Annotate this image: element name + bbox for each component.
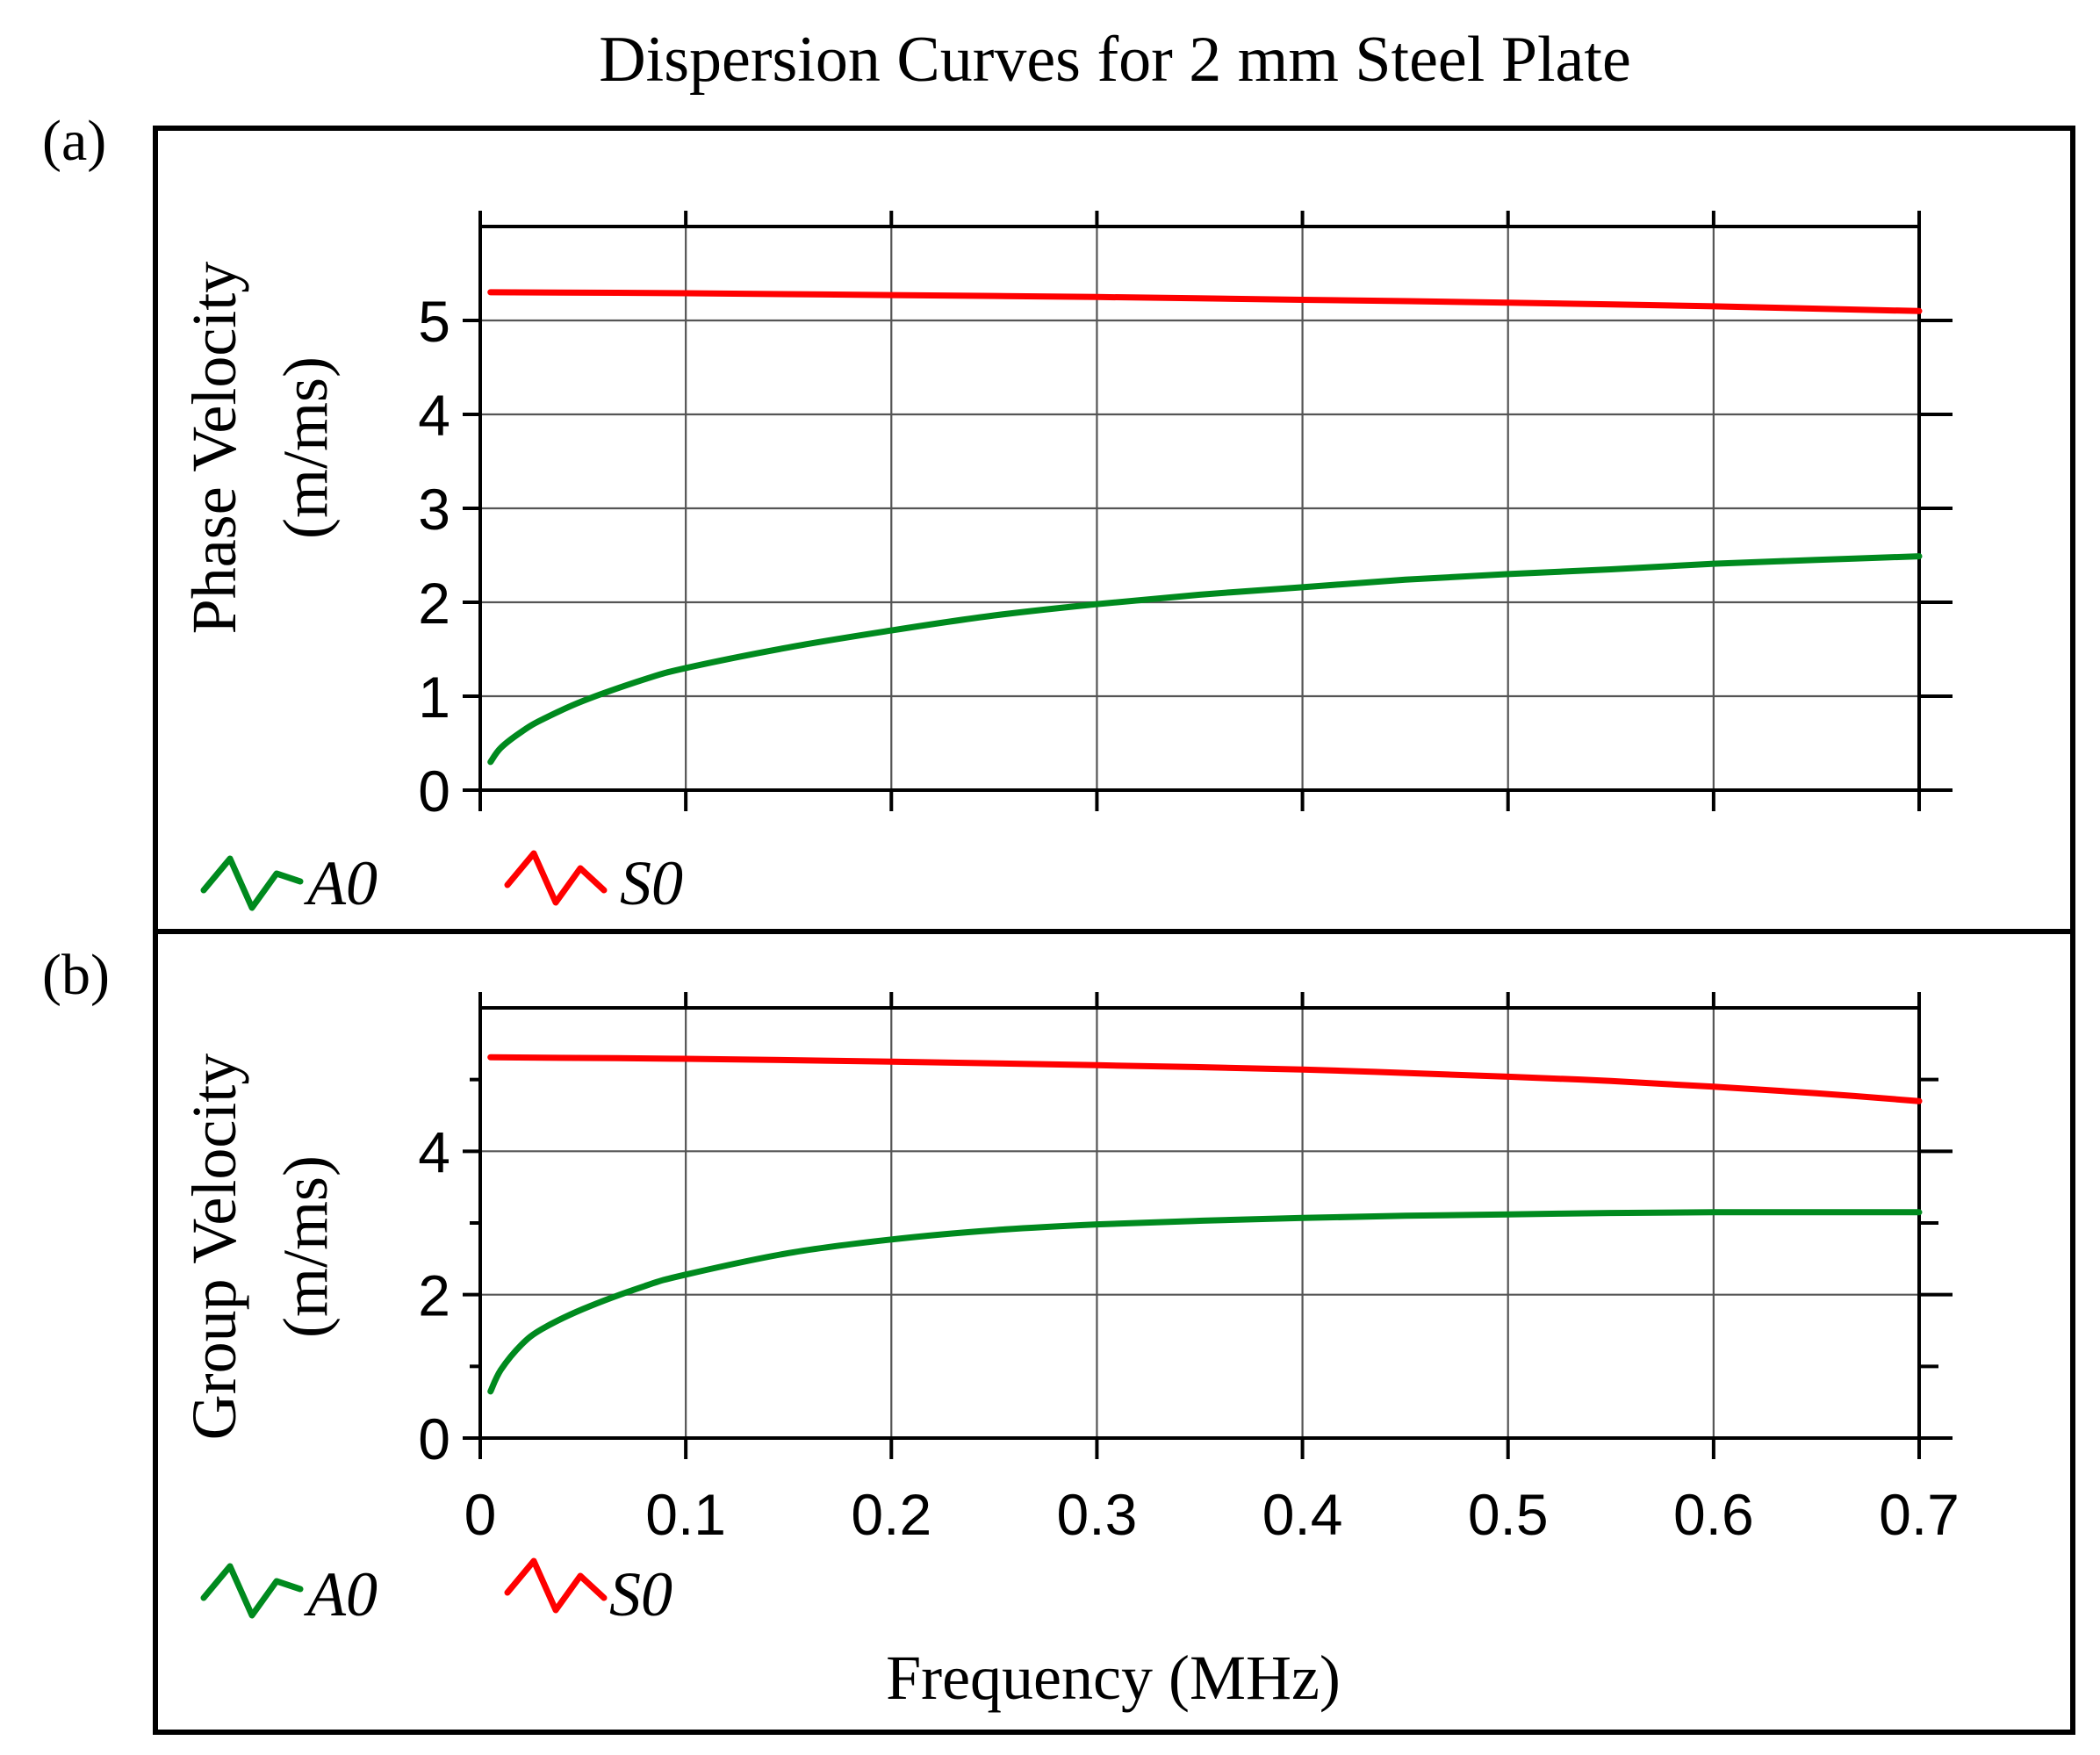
panel-b-legend-a0-label: A0 — [304, 1559, 378, 1629]
panel-a-series-a0 — [487, 553, 1923, 766]
panel-b-ylabel-line2: (m/ms) — [270, 1155, 341, 1338]
panel-a-phase-velocity: (a) 0 1 2 3 4 5 Phase Velocity (m/ms) A0 S0 — [42, 109, 2075, 934]
x-axis-title: Frequency (MHz) — [886, 1643, 1341, 1713]
panel-b-series-a0 — [487, 1209, 1923, 1395]
panel-b-ylabel-line1: Group Velocity — [179, 1054, 249, 1441]
panel-b-xtick-label-4: 0.4 — [1262, 1482, 1343, 1547]
figure-title: Dispersion Curves for 2 mm Steel Plate — [599, 24, 1631, 96]
panel-a-label: (a) — [42, 109, 106, 173]
panel-b-xtick-label-2: 0.2 — [851, 1482, 931, 1547]
panel-b-xtick-label-5: 0.5 — [1468, 1482, 1549, 1547]
panel-b-plot-area: 0 0.1 0.2 0.3 0.4 0.5 0.6 0.7 0 2 4 — [418, 992, 1960, 1547]
panel-b-xtick-label-0: 0 — [464, 1482, 497, 1547]
panel-a-plot-area: 0 1 2 3 4 5 — [418, 211, 1953, 824]
panel-a-plot-frame — [478, 225, 1921, 792]
panel-a-ytick-label-0: 0 — [418, 759, 450, 824]
panel-b-label: (b) — [42, 943, 110, 1007]
panel-a-ylabel-line2: (m/ms) — [270, 356, 341, 539]
panel-a-series-s0 — [487, 289, 1923, 314]
panel-a-ytick-label-4: 4 — [418, 383, 450, 448]
panel-b-xtick-label-6: 0.6 — [1673, 1482, 1754, 1547]
panel-a-ylabel-line1: Phase Velocity — [179, 262, 249, 635]
panel-a-legend-a0-label: A0 — [304, 848, 378, 918]
panel-a-legend-a0-icon — [200, 855, 304, 911]
panel-b-plot-frame — [478, 1006, 1921, 1440]
panel-b-border — [153, 929, 2075, 1735]
panel-b-xtick-label-1: 0.1 — [645, 1482, 726, 1547]
panel-b-legend-a0-icon — [200, 1563, 304, 1619]
panel-b-ytick-label-2: 4 — [418, 1119, 450, 1184]
panel-a-ytick-label-1: 1 — [418, 665, 450, 730]
panel-b-legend-s0-label: S0 — [609, 1559, 672, 1629]
panel-b-ytick-label-1: 2 — [418, 1263, 450, 1328]
panel-b-legend-s0-icon — [504, 1557, 608, 1614]
panel-b-ytick-label-0: 0 — [418, 1406, 450, 1471]
panel-a-ytick-label-2: 2 — [418, 571, 450, 636]
panel-b-xtick-label-3: 0.3 — [1057, 1482, 1138, 1547]
panel-a-legend-s0-icon — [504, 850, 608, 906]
panel-a-legend-s0-label: S0 — [620, 848, 683, 918]
panel-a-legend: A0 S0 — [200, 848, 683, 918]
panel-b-xtick-label-7: 0.7 — [1879, 1482, 1960, 1547]
panel-a-ytick-label-5: 5 — [418, 289, 450, 354]
panel-b-series-s0 — [487, 1054, 1923, 1104]
panel-b-legend: A0 S0 — [200, 1557, 672, 1629]
panel-b-group-velocity: (b) 0 0.1 0.2 0.3 0.4 0.5 0.6 0.7 0 2 4 Group Velo… — [42, 929, 2075, 1735]
panel-a-ytick-label-3: 3 — [418, 477, 450, 542]
